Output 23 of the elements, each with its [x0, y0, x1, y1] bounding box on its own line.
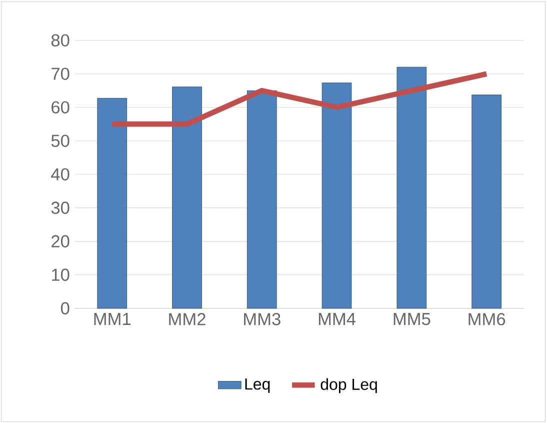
bar [246, 90, 277, 309]
x-tick-label: MM2 [169, 313, 206, 326]
bar [97, 98, 128, 309]
y-tick-label: 60 [52, 101, 70, 114]
y-tick-label: 70 [52, 68, 70, 80]
legend-label: Leq [245, 378, 270, 393]
x-tick-label: MM3 [244, 313, 280, 326]
y-tick-label: 80 [51, 34, 70, 46]
y-tick-label: 40 [51, 168, 70, 180]
y-tick-label: 50 [51, 134, 70, 147]
bar [396, 66, 427, 309]
y-tick-label: 20 [52, 235, 70, 248]
bar [472, 94, 502, 309]
bar [322, 82, 352, 309]
x-tick-label: MM5 [394, 313, 430, 326]
x-tick-label: MM1 [94, 313, 131, 325]
bar [172, 86, 202, 309]
y-tick-label: 30 [51, 202, 70, 214]
y-tick-label: 0 [60, 302, 70, 314]
legend-label: dop Leq [320, 378, 377, 394]
y-tick-label: 10 [52, 268, 70, 281]
x-tick-label: MM6 [468, 313, 506, 326]
x-tick-label: MM4 [318, 313, 356, 325]
